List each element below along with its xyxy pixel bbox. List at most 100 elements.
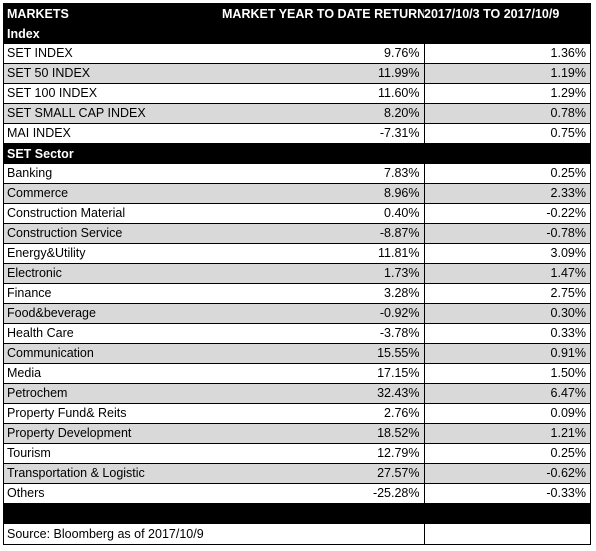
row-name: Finance [4, 283, 222, 304]
row-week: 0.30% [424, 303, 590, 324]
row-ytd: 2.76% [222, 403, 425, 424]
row-week: 1.29% [424, 83, 590, 104]
row-name: Media [4, 363, 222, 384]
row-name: Transportation & Logistic [4, 463, 222, 484]
index-section-row: Index [4, 24, 590, 44]
row-name: Others [4, 483, 222, 504]
index-section-label: Index [4, 24, 590, 44]
table-row: SET SMALL CAP INDEX 8.20% 0.78% [4, 103, 590, 124]
table-row: SET INDEX 9.76% 1.36% [4, 44, 590, 64]
row-name: SET 100 INDEX [4, 83, 222, 104]
blank-row [4, 503, 590, 524]
row-week: 2.33% [424, 183, 590, 204]
row-ytd: 32.43% [222, 383, 425, 404]
row-name: SET 50 INDEX [4, 63, 222, 84]
row-name: Electronic [4, 263, 222, 284]
row-week: 0.78% [424, 103, 590, 124]
blank-cell [424, 503, 590, 524]
table-row: Others -25.28% -0.33% [4, 483, 590, 504]
table-row: SET 50 INDEX 11.99% 1.19% [4, 63, 590, 84]
sector-section-row: SET Sector [4, 143, 590, 164]
table-row: Food&beverage -0.92% 0.30% [4, 303, 590, 324]
source-row: Source: Bloomberg as of 2017/10/9 [4, 524, 590, 544]
row-week: 0.09% [424, 403, 590, 424]
row-name: Banking [4, 164, 222, 184]
row-week: 1.47% [424, 263, 590, 284]
row-week: 0.33% [424, 323, 590, 344]
row-name: Energy&Utility [4, 243, 222, 264]
row-ytd: -8.87% [222, 223, 425, 244]
row-week: 0.25% [424, 443, 590, 464]
table-row: Tourism 12.79% 0.25% [4, 443, 590, 464]
table-row: Media 17.15% 1.50% [4, 363, 590, 384]
header-ytd-return: MARKET YEAR TO DATE RETURN [222, 4, 424, 24]
table-row: MAI INDEX -7.31% 0.75% [4, 123, 590, 144]
header-week-range: 2017/10/3 TO 2017/10/9 [424, 4, 590, 24]
table-row: Property Development 18.52% 1.21% [4, 423, 590, 444]
row-week: 1.36% [424, 44, 590, 64]
row-week: -0.78% [424, 223, 590, 244]
row-name: Food&beverage [4, 303, 222, 324]
row-ytd: 8.96% [222, 183, 425, 204]
source-empty-cell [424, 524, 590, 544]
market-returns-table: MARKETS MARKET YEAR TO DATE RETURN 2017/… [4, 4, 590, 544]
sector-section-label: SET Sector [4, 143, 590, 164]
row-week: 2.75% [424, 283, 590, 304]
table-body: MARKETS MARKET YEAR TO DATE RETURN 2017/… [4, 4, 590, 544]
row-ytd: 9.76% [222, 44, 425, 64]
row-ytd: 17.15% [222, 363, 425, 384]
blank-cell [4, 503, 222, 524]
row-week: -0.62% [424, 463, 590, 484]
table-row: Banking 7.83% 0.25% [4, 164, 590, 184]
row-week: -0.22% [424, 203, 590, 224]
row-name: Tourism [4, 443, 222, 464]
row-ytd: 3.28% [222, 283, 425, 304]
row-ytd: -25.28% [222, 483, 425, 504]
row-ytd: -0.92% [222, 303, 425, 324]
row-week: 0.91% [424, 343, 590, 364]
row-week: 3.09% [424, 243, 590, 264]
table-row: Electronic 1.73% 1.47% [4, 263, 590, 284]
header-markets: MARKETS [4, 4, 222, 24]
row-name: SET INDEX [4, 44, 222, 64]
row-week: 0.25% [424, 164, 590, 184]
table-row: Commerce 8.96% 2.33% [4, 183, 590, 204]
table-row: Transportation & Logistic 27.57% -0.62% [4, 463, 590, 484]
row-name: Health Care [4, 323, 222, 344]
row-name: Property Development [4, 423, 222, 444]
table-row: Construction Service -8.87% -0.78% [4, 223, 590, 244]
row-ytd: 15.55% [222, 343, 425, 364]
row-name: Construction Service [4, 223, 222, 244]
row-ytd: 0.40% [222, 203, 425, 224]
row-name: Construction Material [4, 203, 222, 224]
row-ytd: 11.81% [222, 243, 425, 264]
row-ytd: 11.60% [222, 83, 425, 104]
row-name: Commerce [4, 183, 222, 204]
row-ytd: 8.20% [222, 103, 425, 124]
table-row: Communication 15.55% 0.91% [4, 343, 590, 364]
row-name: MAI INDEX [4, 123, 222, 144]
table-row: Petrochem 32.43% 6.47% [4, 383, 590, 404]
row-ytd: 11.99% [222, 63, 425, 84]
row-ytd: 12.79% [222, 443, 425, 464]
row-ytd: -3.78% [222, 323, 425, 344]
row-week: 1.21% [424, 423, 590, 444]
row-week: -0.33% [424, 483, 590, 504]
market-returns-table-frame: MARKETS MARKET YEAR TO DATE RETURN 2017/… [3, 3, 591, 545]
header-row: MARKETS MARKET YEAR TO DATE RETURN 2017/… [4, 4, 590, 24]
row-ytd: 1.73% [222, 263, 425, 284]
row-week: 1.50% [424, 363, 590, 384]
table-row: Finance 3.28% 2.75% [4, 283, 590, 304]
row-ytd: 27.57% [222, 463, 425, 484]
table-row: Energy&Utility 11.81% 3.09% [4, 243, 590, 264]
source-note: Source: Bloomberg as of 2017/10/9 [4, 524, 425, 544]
row-ytd: -7.31% [222, 123, 425, 144]
row-name: Communication [4, 343, 222, 364]
row-name: Property Fund& Reits [4, 403, 222, 424]
row-ytd: 7.83% [222, 164, 425, 184]
blank-cell [222, 503, 424, 524]
row-ytd: 18.52% [222, 423, 425, 444]
table-row: Property Fund& Reits 2.76% 0.09% [4, 403, 590, 424]
row-name: Petrochem [4, 383, 222, 404]
row-week: 0.75% [424, 123, 590, 144]
